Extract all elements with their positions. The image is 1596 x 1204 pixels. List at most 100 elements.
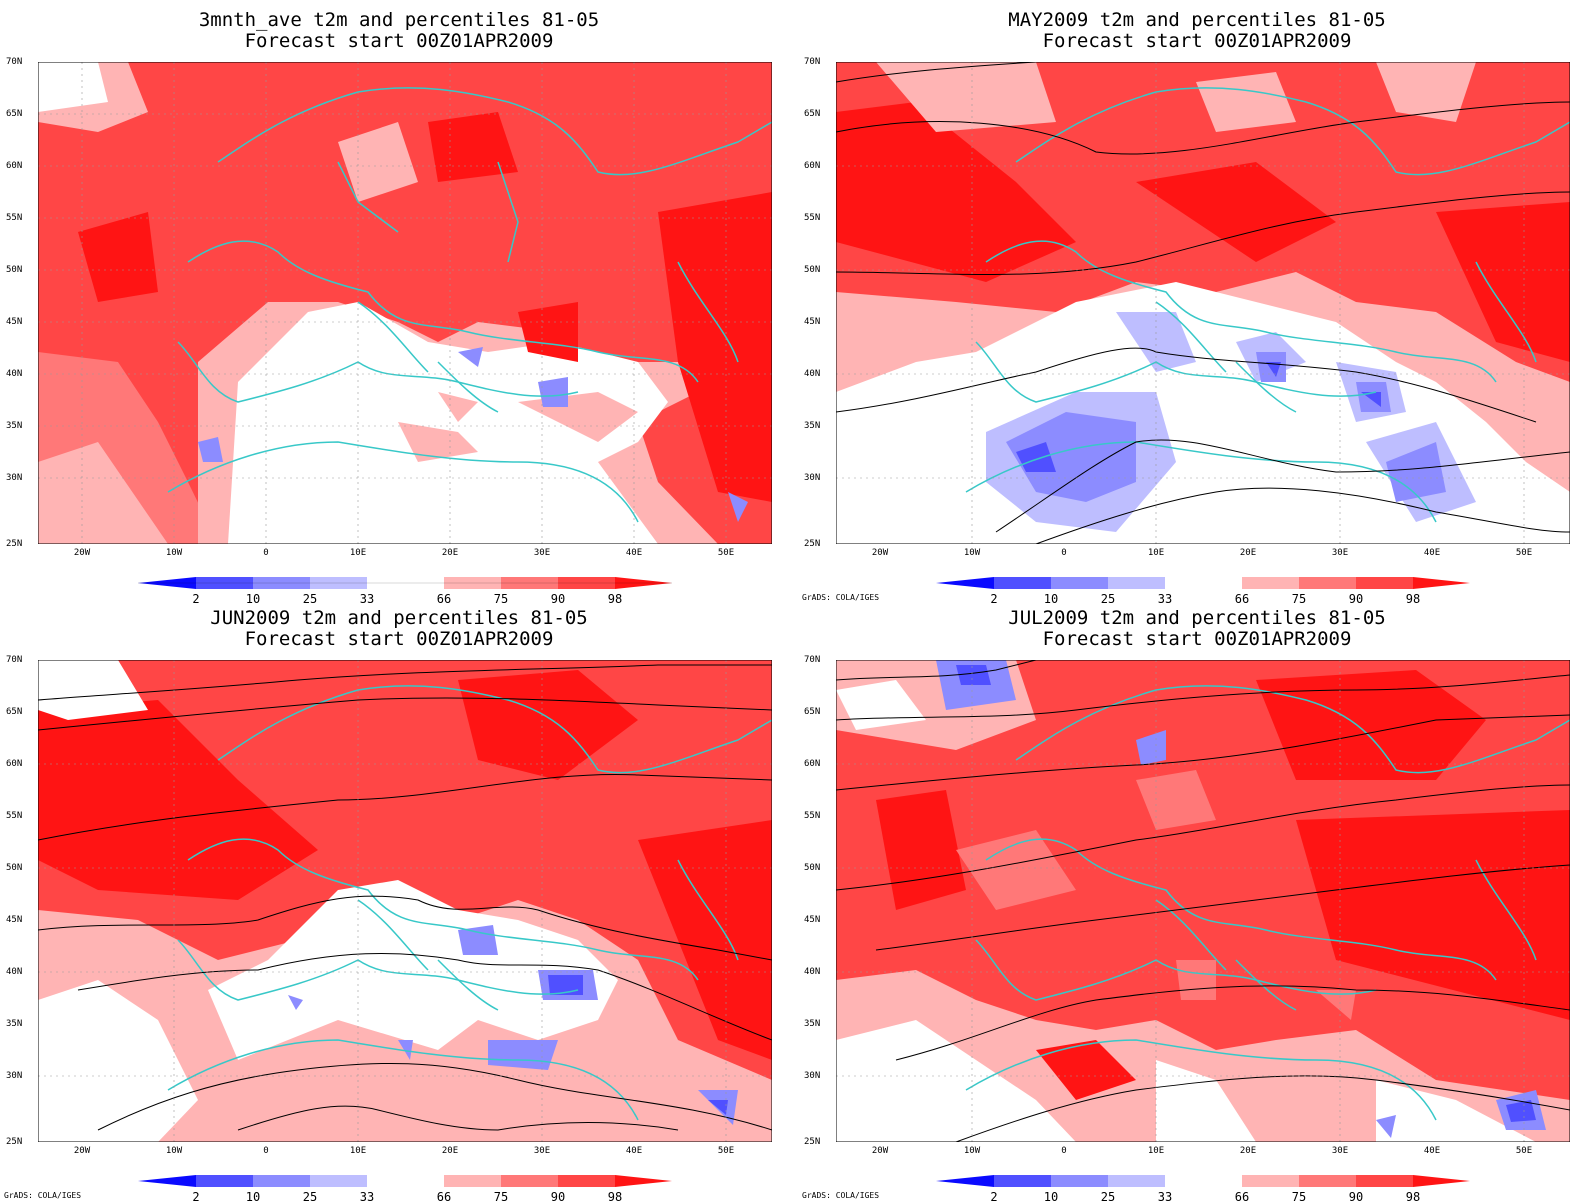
lat-label: 45N (804, 317, 821, 327)
colorbar-label: 10 (245, 592, 261, 606)
lat-label: 65N (6, 707, 23, 717)
lat-label: 70N (804, 57, 821, 67)
grads-credit: GrADS: COLA/IGES (802, 593, 880, 602)
lat-label: 60N (804, 161, 821, 171)
colorbar-label: 25 (302, 592, 318, 606)
colorbar-label: 75 (1291, 1190, 1307, 1204)
lat-label: 45N (804, 915, 821, 925)
percentile-map (38, 62, 772, 544)
lat-label: 60N (6, 759, 23, 769)
lon-label: 30E (533, 1146, 551, 1156)
panel-3month-average: 3mnth_ave t2m and percentiles 81-05 Fore… (0, 0, 798, 606)
lon-label: 10E (349, 1146, 367, 1156)
colorbar-label: 2 (990, 1190, 998, 1204)
colorbar-label: 90 (1348, 592, 1364, 606)
lat-label: 25N (804, 539, 821, 549)
colorbar-label: 66 (436, 592, 452, 606)
lon-label: 30E (1331, 548, 1349, 558)
lat-label: 55N (804, 811, 821, 821)
lat-label: 50N (804, 265, 821, 275)
lat-label: 50N (6, 863, 23, 873)
colorbar-label: 33 (359, 1190, 375, 1204)
colorbar-label: 33 (1157, 592, 1173, 606)
lat-label: 55N (6, 213, 23, 223)
colorbar-label: 90 (550, 592, 566, 606)
lon-label: 10E (349, 548, 367, 558)
lat-label: 30N (804, 1071, 821, 1081)
lon-label: 0 (263, 548, 269, 558)
lat-label: 25N (804, 1137, 821, 1147)
colorbar-label: 75 (493, 1190, 509, 1204)
percentile-map (836, 62, 1570, 544)
lon-label: 10W (165, 1146, 183, 1156)
panel-subtitle: Forecast start 00Z01APR2009 (1042, 30, 1352, 52)
lon-label: 10E (1147, 548, 1165, 558)
lon-label: 30E (1331, 1146, 1349, 1156)
panel-jun2009: JUN2009 t2m and percentiles 81-05 Foreca… (0, 598, 798, 1204)
lon-label: 20W (73, 1146, 91, 1156)
lat-label: 35N (6, 1019, 23, 1029)
colorbar-label: 2 (192, 592, 200, 606)
colorbar-label: 75 (493, 592, 509, 606)
lon-label: 50E (717, 548, 735, 558)
colorbar-label: 98 (607, 592, 623, 606)
percentile-map (38, 660, 772, 1142)
lat-label: 60N (804, 759, 821, 769)
lon-label: 40E (625, 548, 643, 558)
lon-label: 20E (441, 548, 459, 558)
lat-label: 70N (6, 57, 23, 67)
lat-label: 50N (804, 863, 821, 873)
lon-label: 20E (441, 1146, 459, 1156)
colorbar (936, 1175, 1470, 1187)
lat-label: 65N (804, 109, 821, 119)
lat-label: 30N (804, 473, 821, 483)
lat-label: 55N (6, 811, 23, 821)
lon-label: 10W (963, 1146, 981, 1156)
percentile-map (836, 660, 1570, 1142)
lat-label: 25N (6, 539, 23, 549)
lat-label: 65N (6, 109, 23, 119)
lat-label: 40N (6, 369, 23, 379)
lat-label: 30N (6, 1071, 23, 1081)
lat-label: 25N (6, 1137, 23, 1147)
lat-label: 60N (6, 161, 23, 171)
colorbar-label: 90 (1348, 1190, 1364, 1204)
colorbar (138, 577, 672, 589)
lon-label: 40E (1423, 548, 1441, 558)
lon-label: 50E (717, 1146, 735, 1156)
panel-jul2009: JUL2009 t2m and percentiles 81-05 Foreca… (798, 598, 1596, 1204)
lon-label: 50E (1515, 1146, 1533, 1156)
lat-label: 40N (804, 967, 821, 977)
lon-label: 50E (1515, 548, 1533, 558)
colorbar-label: 66 (1234, 1190, 1250, 1204)
lon-label: 0 (1061, 1146, 1067, 1156)
colorbar-label: 98 (1405, 1190, 1421, 1204)
lat-label: 40N (6, 967, 23, 977)
colorbar-label: 10 (1043, 1190, 1059, 1204)
colorbar-label: 98 (607, 1190, 623, 1204)
lon-label: 20W (871, 1146, 889, 1156)
colorbar-label: 25 (302, 1190, 318, 1204)
lat-label: 70N (804, 655, 821, 665)
colorbar-label: 66 (436, 1190, 452, 1204)
lat-label: 40N (804, 369, 821, 379)
lon-label: 0 (263, 1146, 269, 1156)
panel-subtitle: Forecast start 00Z01APR2009 (244, 628, 554, 650)
lon-label: 40E (1423, 1146, 1441, 1156)
panel-subtitle: Forecast start 00Z01APR2009 (244, 30, 554, 52)
colorbar-label: 33 (359, 592, 375, 606)
panel-subtitle: Forecast start 00Z01APR2009 (1042, 628, 1352, 650)
lat-label: 30N (6, 473, 23, 483)
lat-label: 50N (6, 265, 23, 275)
panel-title: JUL2009 t2m and percentiles 81-05 (1008, 607, 1386, 629)
lon-label: 20E (1239, 548, 1257, 558)
lon-label: 20E (1239, 1146, 1257, 1156)
colorbar-label: 33 (1157, 1190, 1173, 1204)
colorbar-label: 10 (245, 1190, 261, 1204)
lat-label: 65N (804, 707, 821, 717)
panel-title: 3mnth_ave t2m and percentiles 81-05 (198, 9, 600, 31)
colorbar (936, 577, 1470, 589)
colorbar-label: 98 (1405, 592, 1421, 606)
lon-label: 20W (871, 548, 889, 558)
lat-label: 35N (804, 1019, 821, 1029)
